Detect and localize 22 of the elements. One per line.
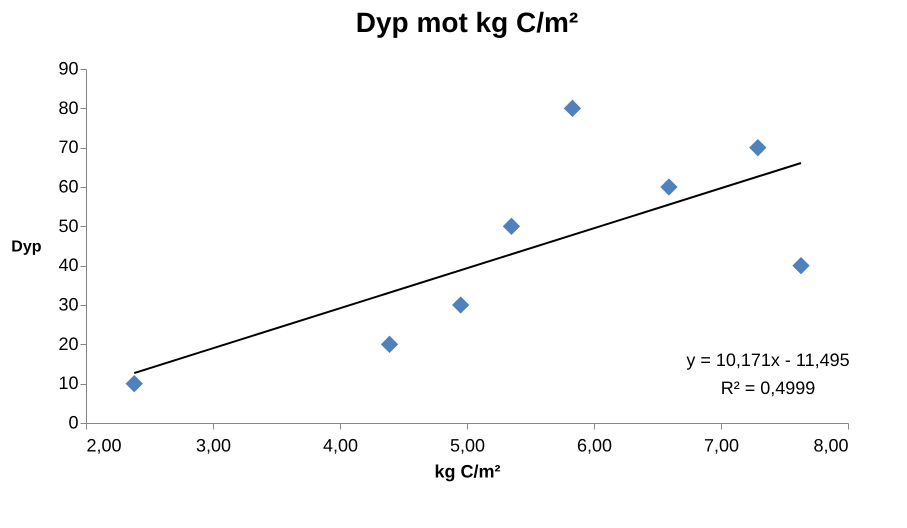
y-tick-label: 40 bbox=[58, 255, 78, 276]
x-axis-title: kg C/m² bbox=[434, 462, 501, 482]
x-tick-label: 8,00 bbox=[813, 436, 848, 456]
y-tick-label: 20 bbox=[58, 334, 78, 354]
y-tick-label: 70 bbox=[58, 137, 78, 158]
x-tick-label: 6,00 bbox=[576, 436, 612, 456]
y-tick-label: 0 bbox=[68, 412, 78, 432]
y-tick-label: 10 bbox=[58, 373, 78, 394]
y-tick-label: 50 bbox=[58, 216, 78, 236]
x-tick-label: 3,00 bbox=[196, 436, 232, 456]
y-axis-title: Dyp bbox=[11, 238, 42, 256]
y-tick-label: 60 bbox=[58, 176, 78, 196]
x-tick-label: 7,00 bbox=[704, 436, 740, 456]
y-tick-label: 80 bbox=[58, 98, 78, 118]
chart-title: Dyp mot kg C/m² bbox=[356, 7, 578, 38]
y-tick-label: 30 bbox=[58, 294, 78, 314]
x-tick-label: 5,00 bbox=[450, 436, 486, 456]
x-tick-label: 4,00 bbox=[322, 436, 358, 456]
y-tick-label: 90 bbox=[58, 58, 78, 78]
x-tick-label: 2,00 bbox=[86, 436, 122, 456]
annotation: y = 10,171x - 11,495 bbox=[686, 350, 850, 370]
annotation: R² = 0,4999 bbox=[720, 378, 816, 398]
